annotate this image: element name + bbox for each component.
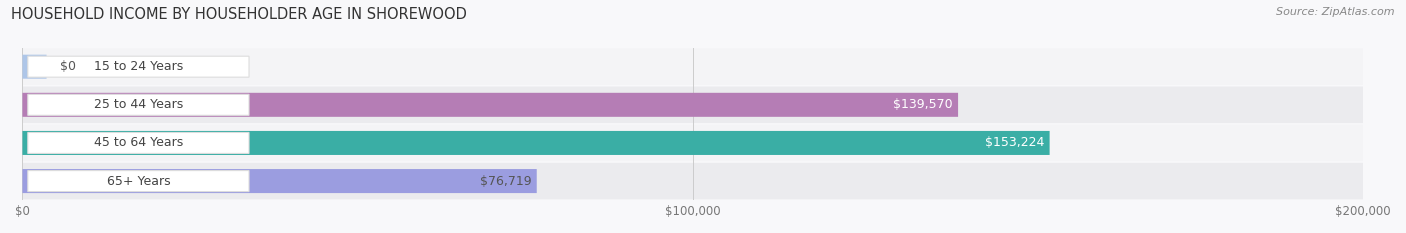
Text: $0: $0 (60, 60, 76, 73)
Text: $76,719: $76,719 (479, 175, 531, 188)
Text: Source: ZipAtlas.com: Source: ZipAtlas.com (1277, 7, 1395, 17)
FancyBboxPatch shape (22, 93, 957, 117)
FancyBboxPatch shape (28, 171, 249, 192)
FancyBboxPatch shape (28, 56, 249, 77)
Text: 15 to 24 Years: 15 to 24 Years (94, 60, 183, 73)
Text: $153,224: $153,224 (984, 137, 1045, 149)
FancyBboxPatch shape (22, 55, 46, 79)
Text: 65+ Years: 65+ Years (107, 175, 170, 188)
FancyBboxPatch shape (22, 125, 1364, 161)
FancyBboxPatch shape (28, 94, 249, 115)
Text: 45 to 64 Years: 45 to 64 Years (94, 137, 183, 149)
FancyBboxPatch shape (28, 132, 249, 153)
FancyBboxPatch shape (22, 131, 1050, 155)
Text: HOUSEHOLD INCOME BY HOUSEHOLDER AGE IN SHOREWOOD: HOUSEHOLD INCOME BY HOUSEHOLDER AGE IN S… (11, 7, 467, 22)
Text: $139,570: $139,570 (893, 98, 953, 111)
FancyBboxPatch shape (22, 163, 1364, 199)
Text: 25 to 44 Years: 25 to 44 Years (94, 98, 183, 111)
FancyBboxPatch shape (22, 86, 1364, 123)
FancyBboxPatch shape (22, 169, 537, 193)
FancyBboxPatch shape (22, 48, 1364, 85)
